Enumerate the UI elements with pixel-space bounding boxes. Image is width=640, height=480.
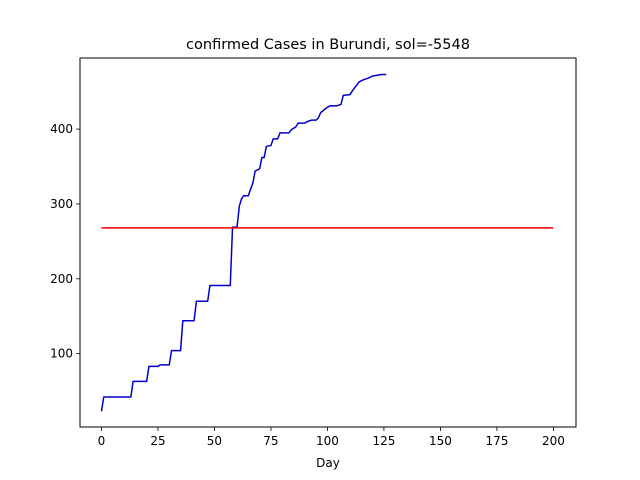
x-tick-label: 0 [98, 434, 106, 448]
x-tick-label: 50 [207, 434, 222, 448]
x-tick-label: 200 [542, 434, 565, 448]
y-tick-label: 100 [50, 347, 73, 361]
x-axis-label: Day [316, 456, 340, 470]
y-axis-ticks: 100 200 300 400 [50, 122, 80, 361]
chart-title: confirmed Cases in Burundi, sol=-5548 [186, 37, 470, 53]
x-tick-label: 125 [372, 434, 395, 448]
plot-frame [79, 57, 577, 428]
plot-area [79, 57, 577, 428]
y-tick-label: 400 [50, 122, 73, 136]
plot-background [80, 58, 576, 427]
x-tick-label: 100 [316, 434, 339, 448]
series-line-0 [100, 73, 387, 412]
y-tick-label: 200 [50, 272, 73, 286]
x-tick-label: 25 [150, 434, 165, 448]
y-tick-label: 300 [50, 197, 73, 211]
x-axis-ticks: 0 25 50 75 100 125 150 175 200 [98, 427, 565, 448]
series-layer [100, 73, 554, 412]
x-tick-label: 75 [263, 434, 278, 448]
x-tick-label: 150 [429, 434, 452, 448]
x-tick-label: 175 [485, 434, 508, 448]
